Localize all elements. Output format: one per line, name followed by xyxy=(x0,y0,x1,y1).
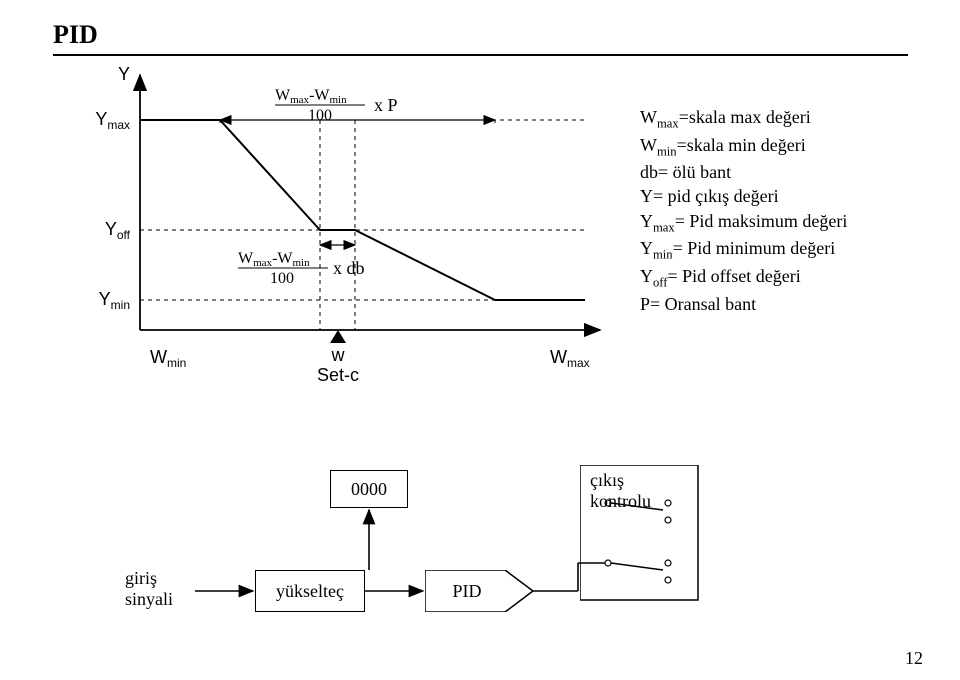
legend-line: Ymax= Pid maksimum değeri xyxy=(640,209,847,237)
display-box: 0000 xyxy=(330,470,408,508)
svg-text:Yoff: Yoff xyxy=(105,219,131,242)
legend-line: Wmin=skala min değeri xyxy=(640,133,847,161)
legend-line: P= Oransal bant xyxy=(640,292,847,316)
svg-text:x db: x db xyxy=(333,258,365,278)
svg-text:Ymax: Ymax xyxy=(95,109,130,132)
legend-line: Y= pid çıkış değeri xyxy=(640,184,847,208)
legend-line: db= ölü bant xyxy=(640,160,847,184)
svg-text:Wmin: Wmin xyxy=(150,347,186,370)
svg-text:100: 100 xyxy=(308,107,332,124)
amplifier-label: yükselteç xyxy=(276,581,344,602)
pid-label: PID xyxy=(452,581,481,601)
svg-text:Set-c: Set-c xyxy=(317,365,359,385)
legend-line: Yoff= Pid offset değeri xyxy=(640,264,847,292)
svg-text:w: w xyxy=(331,345,346,365)
svg-text:100: 100 xyxy=(270,270,294,287)
display-value: 0000 xyxy=(351,479,387,500)
amplifier-box: yükselteç xyxy=(255,570,365,612)
svg-text:Ymin: Ymin xyxy=(99,289,130,312)
pid-chart: Y Ymax Yoff Ymin Wmin w Set-c Wmax Wmax-… xyxy=(60,65,660,405)
output-label: çıkış kontrolu xyxy=(590,470,651,511)
legend: Wmax=skala max değeri Wmin=skala min değ… xyxy=(640,105,847,316)
svg-text:x P: x P xyxy=(374,95,398,115)
svg-text:Y: Y xyxy=(118,65,130,84)
legend-line: Ymin= Pid minimum değeri xyxy=(640,236,847,264)
page: PID Y xyxy=(0,0,960,680)
pid-block: PID xyxy=(425,570,535,612)
page-title: PID xyxy=(53,20,98,50)
title-underline xyxy=(53,54,908,56)
svg-text:Wmax: Wmax xyxy=(550,347,590,370)
page-number: 12 xyxy=(905,648,923,669)
legend-line: Wmax=skala max değeri xyxy=(640,105,847,133)
input-label: giriş sinyali xyxy=(125,568,173,609)
svg-text:Wmax-Wmin: Wmax-Wmin xyxy=(238,250,310,269)
svg-text:Wmax-Wmin: Wmax-Wmin xyxy=(275,87,347,106)
